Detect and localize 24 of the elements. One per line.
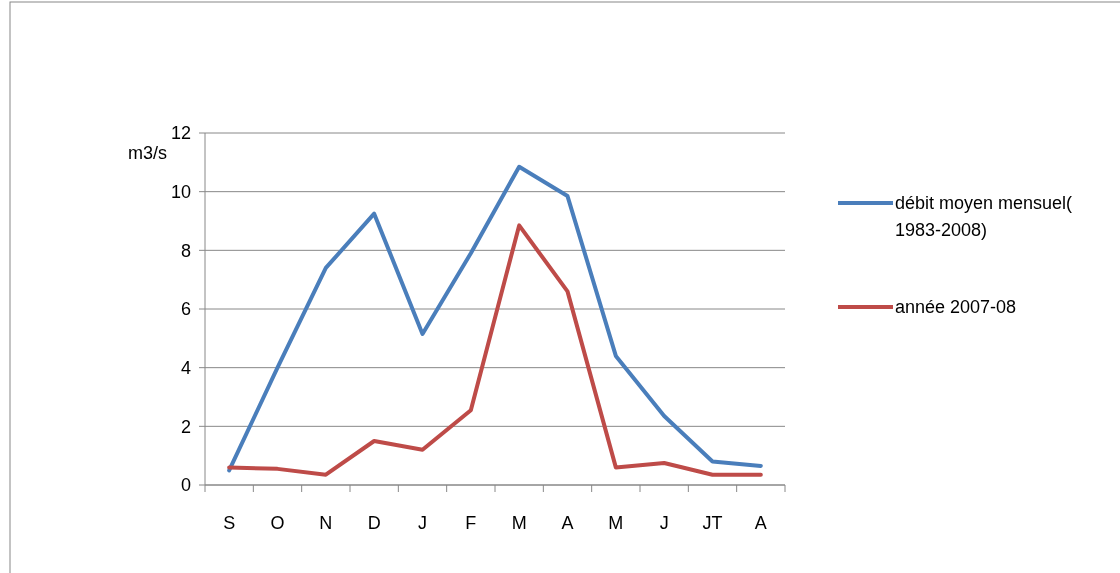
- y-axis-title: m3/s: [128, 143, 168, 163]
- x-tick-label: J: [659, 513, 669, 533]
- legend-label: année 2007-08: [895, 297, 1017, 318]
- x-tick-label: J: [418, 513, 427, 533]
- x-tick-label: S: [223, 513, 236, 533]
- y-tick-label: 10: [170, 181, 191, 202]
- x-tick-label: F: [465, 513, 477, 533]
- y-tick-label: 4: [180, 357, 191, 378]
- y-tick-label: 12: [170, 123, 191, 144]
- legend-label: débit moyen mensuel( 1983-2008): [895, 193, 1073, 241]
- x-tick-label: N: [319, 513, 333, 533]
- x-tick-label: A: [754, 513, 767, 533]
- y-tick-label: 6: [180, 299, 191, 320]
- y-tick-label: 2: [180, 416, 191, 437]
- line-series: [227, 164, 763, 473]
- x-tick-label: A: [561, 513, 574, 533]
- x-tick-label: D: [367, 513, 381, 533]
- x-tick-label: M: [511, 513, 527, 533]
- x-tick-label: O: [270, 513, 285, 533]
- x-tick-label: JT: [702, 513, 723, 533]
- x-tick-label: M: [608, 513, 624, 533]
- y-tick-label: 0: [180, 475, 191, 496]
- line-series: [227, 223, 763, 477]
- y-tick-label: 8: [180, 240, 191, 261]
